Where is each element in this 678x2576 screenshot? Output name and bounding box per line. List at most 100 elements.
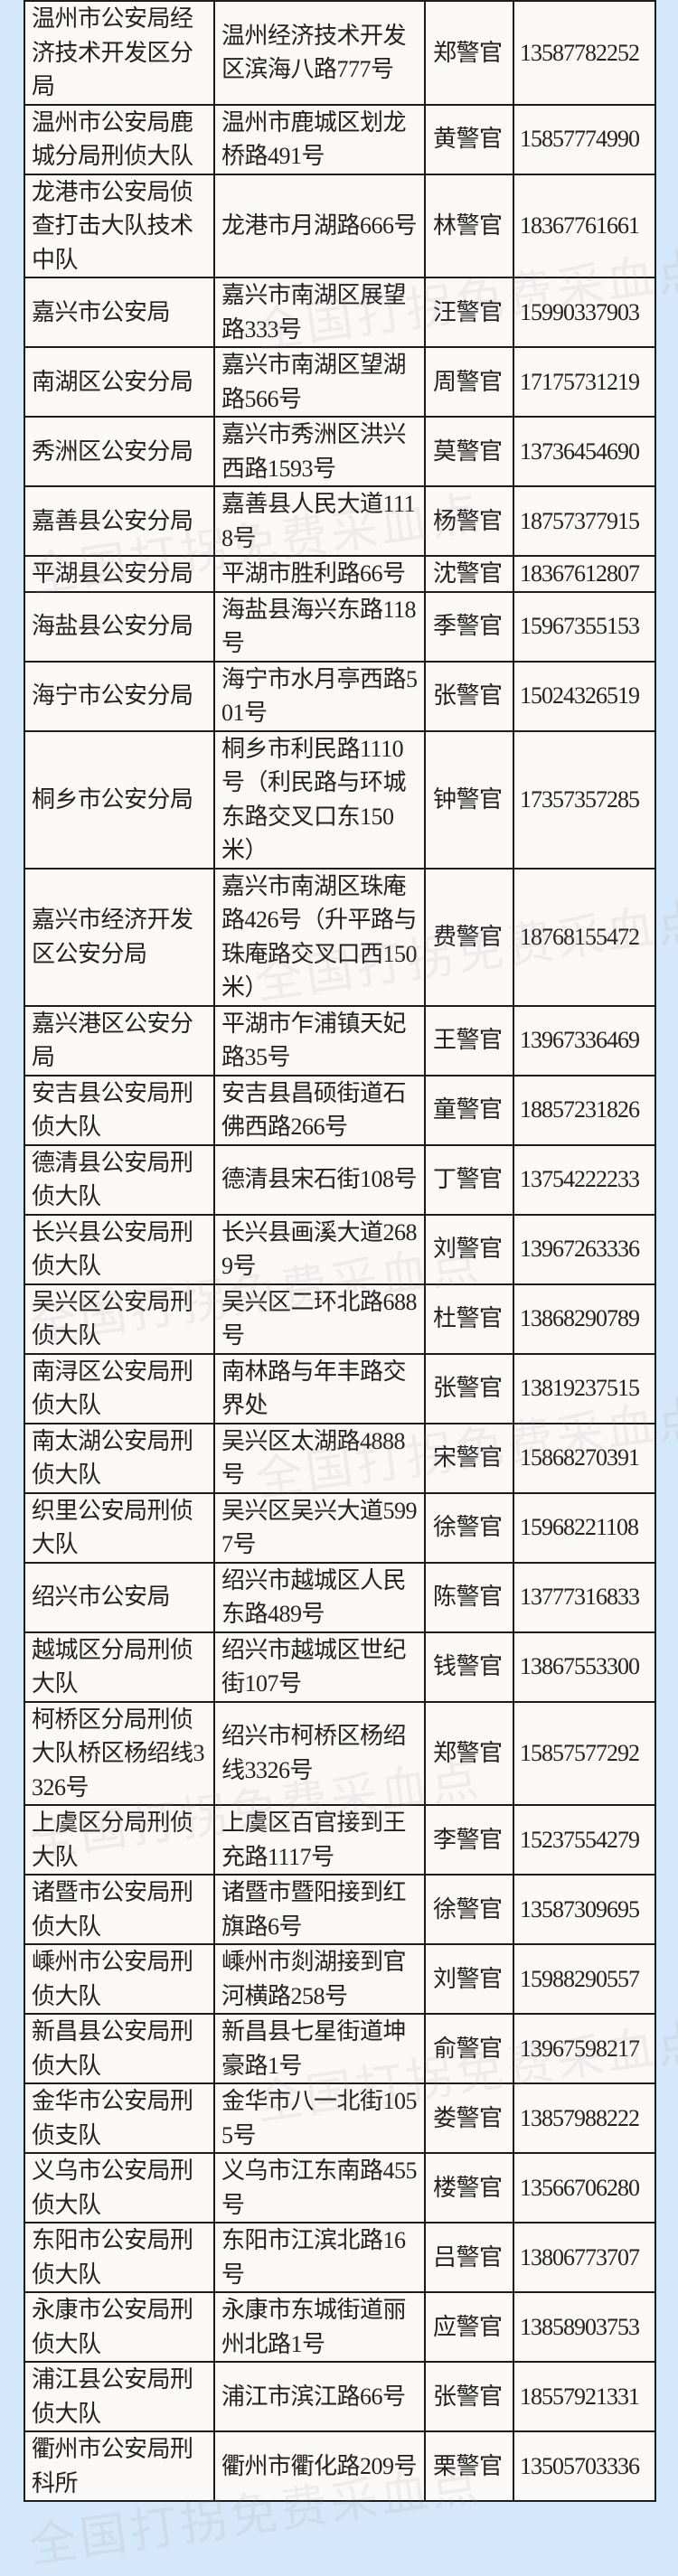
address-cell: 德清县宋石街108号 xyxy=(213,1143,426,1216)
unit-cell: 永康市公安局刑侦大队 xyxy=(24,2291,215,2363)
phone-cell[interactable]: 15237554279 xyxy=(513,1804,656,1876)
unit-cell: 绍兴市公安局 xyxy=(24,1561,215,1633)
phone-cell[interactable]: 15967355153 xyxy=(513,590,656,663)
phone-cell[interactable]: 18857231826 xyxy=(513,1074,656,1146)
table-row: 吴兴区公安局刑侦大队 吴兴区二环北路688号 杜警官 13868290789 xyxy=(24,1283,656,1355)
phone-cell[interactable]: 18757377915 xyxy=(513,485,656,557)
phone-cell[interactable]: 15857774990 xyxy=(513,103,656,175)
phone-cell[interactable]: 18367761661 xyxy=(513,173,656,278)
address-cell: 嘉善县人民大道1118号 xyxy=(213,485,426,557)
table-row: 越城区分局刑侦大队 绍兴市越城区世纪街107号 钱警官 13867553300 xyxy=(24,1631,656,1703)
phone-cell[interactable]: 15968221108 xyxy=(513,1491,656,1564)
officer-cell: 钟警官 xyxy=(424,729,514,870)
phone-cell[interactable]: 13754222233 xyxy=(513,1143,656,1216)
address-cell: 上虞区百官接到王充路1117号 xyxy=(213,1804,426,1876)
address-cell: 嘉兴市南湖区珠庵路426号（升平路与珠庵路交叉口西150米） xyxy=(213,867,426,1007)
phone-cell[interactable]: 15990337903 xyxy=(513,277,656,348)
address-cell: 嘉兴市南湖区望湖路566号 xyxy=(213,346,426,418)
officer-cell: 周警官 xyxy=(424,346,514,418)
unit-cell: 龙港市公安局侦查打击大队技术中队 xyxy=(24,173,215,278)
address-cell: 嵊州市剡湖接到官河横路258号 xyxy=(213,1943,426,2015)
phone-cell[interactable]: 17357357285 xyxy=(513,729,656,870)
officer-cell: 丁警官 xyxy=(424,1143,514,1216)
table-row: 安吉县公安局刑侦大队 安吉县昌硕街道石佛西路266号 童警官 18857231826 xyxy=(24,1074,656,1146)
officer-cell: 莫警官 xyxy=(424,416,514,487)
officer-cell: 刘警官 xyxy=(424,1943,514,2015)
table-row: 温州市公安局鹿城分局刑侦大队 温州市鹿城区划龙桥路491号 黄警官 158577749… xyxy=(24,103,656,175)
phone-cell[interactable]: 13857988222 xyxy=(513,2082,656,2154)
police-contact-table: 温州市公安局经济技术开发区分局 温州经济技术开发区滨海八路777号 郑警官 13587… xyxy=(24,0,656,2502)
unit-cell: 新昌县公安局刑侦大队 xyxy=(24,2013,215,2084)
table-row: 德清县公安局刑侦大队 德清县宋石街108号 丁警官 13754222233 xyxy=(24,1143,656,1216)
phone-cell[interactable]: 13505703336 xyxy=(513,2430,656,2502)
table-row: 平湖县公安分局 平湖市胜利路66号 沈警官 18367612807 xyxy=(24,555,656,593)
table-row: 长兴县公安局刑侦大队 长兴县画溪大道2689号 刘警官 13967263336 xyxy=(24,1213,656,1285)
phone-cell[interactable]: 13967598217 xyxy=(513,2013,656,2084)
officer-cell: 林警官 xyxy=(424,173,514,278)
unit-cell: 嵊州市公安局刑侦大队 xyxy=(24,1943,215,2015)
address-cell: 南林路与年丰路交界处 xyxy=(213,1352,426,1424)
officer-cell: 张警官 xyxy=(424,2361,514,2432)
officer-cell: 吕警官 xyxy=(424,2222,514,2293)
phone-cell[interactable]: 13587309695 xyxy=(513,1874,656,1945)
address-cell: 永康市东城街道丽州北路1号 xyxy=(213,2291,426,2363)
table-row: 温州市公安局经济技术开发区分局 温州经济技术开发区滨海八路777号 郑警官 13587… xyxy=(24,0,656,106)
unit-cell: 长兴县公安局刑侦大队 xyxy=(24,1213,215,1285)
unit-cell: 嘉兴港区公安分局 xyxy=(24,1004,215,1076)
phone-cell[interactable]: 15868270391 xyxy=(513,1422,656,1494)
unit-cell: 南太湖公安局刑侦大队 xyxy=(24,1422,215,1494)
table-row: 南湖区公安分局 嘉兴市南湖区望湖路566号 周警官 17175731219 xyxy=(24,346,656,418)
unit-cell: 桐乡市公安分局 xyxy=(24,729,215,870)
table-row: 义乌市公安局刑侦大队 义乌市江东南路455号 楼警官 13566706280 xyxy=(24,2152,656,2223)
table-row: 上虞区分局刑侦大队 上虞区百官接到王充路1117号 李警官 15237554279 xyxy=(24,1804,656,1876)
table-row: 衢州市公安局刑科所 衢州市衢化路209号 栗警官 13505703336 xyxy=(24,2430,656,2502)
officer-cell: 王警官 xyxy=(424,1004,514,1076)
phone-cell[interactable]: 15024326519 xyxy=(513,660,656,732)
address-cell: 龙港市月湖路666号 xyxy=(213,173,426,278)
phone-cell[interactable]: 13967263336 xyxy=(513,1213,656,1285)
phone-cell[interactable]: 17175731219 xyxy=(513,346,656,418)
phone-cell[interactable]: 15857577292 xyxy=(513,1700,656,1806)
unit-cell: 南湖区公安分局 xyxy=(24,346,215,418)
address-cell: 长兴县画溪大道2689号 xyxy=(213,1213,426,1285)
officer-cell: 栗警官 xyxy=(424,2430,514,2502)
officer-cell: 钱警官 xyxy=(424,1631,514,1703)
phone-cell[interactable]: 18768155472 xyxy=(513,867,656,1007)
address-cell: 吴兴区吴兴大道5997号 xyxy=(213,1491,426,1564)
phone-cell[interactable]: 18367612807 xyxy=(513,555,656,593)
officer-cell: 娄警官 xyxy=(424,2082,514,2154)
phone-cell[interactable]: 13736454690 xyxy=(513,416,656,487)
unit-cell: 越城区分局刑侦大队 xyxy=(24,1631,215,1703)
phone-cell[interactable]: 13587782252 xyxy=(513,0,656,106)
contact-table-container: 温州市公安局经济技术开发区分局 温州经济技术开发区滨海八路777号 郑警官 13587… xyxy=(24,0,656,2502)
unit-cell: 秀洲区公安分局 xyxy=(24,416,215,487)
address-cell: 义乌市江东南路455号 xyxy=(213,2152,426,2223)
table-row: 桐乡市公安分局 桐乡市利民路1110号（利民路与环城东路交叉口东150米） 钟警官 1… xyxy=(24,729,656,870)
phone-cell[interactable]: 13967336469 xyxy=(513,1004,656,1076)
unit-cell: 东阳市公安局刑侦大队 xyxy=(24,2222,215,2293)
table-row: 绍兴市公安局 绍兴市越城区人民东路489号 陈警官 13777316833 xyxy=(24,1561,656,1633)
phone-cell[interactable]: 13867553300 xyxy=(513,1631,656,1703)
unit-cell: 义乌市公安局刑侦大队 xyxy=(24,2152,215,2223)
unit-cell: 诸暨市公安局刑侦大队 xyxy=(24,1874,215,1945)
address-cell: 诸暨市暨阳接到红旗路6号 xyxy=(213,1874,426,1945)
phone-cell[interactable]: 13858903753 xyxy=(513,2291,656,2363)
unit-cell: 安吉县公安局刑侦大队 xyxy=(24,1074,215,1146)
phone-cell[interactable]: 13806773707 xyxy=(513,2222,656,2293)
address-cell: 平湖市胜利路66号 xyxy=(213,555,426,593)
phone-cell[interactable]: 18557921331 xyxy=(513,2361,656,2432)
phone-cell[interactable]: 13777316833 xyxy=(513,1561,656,1633)
officer-cell: 陈警官 xyxy=(424,1561,514,1633)
phone-cell[interactable]: 15988290557 xyxy=(513,1943,656,2015)
unit-cell: 温州市公安局经济技术开发区分局 xyxy=(24,0,215,106)
address-cell: 吴兴区太湖路4888号 xyxy=(213,1422,426,1494)
unit-cell: 衢州市公安局刑科所 xyxy=(24,2430,215,2502)
phone-cell[interactable]: 13819237515 xyxy=(513,1352,656,1424)
officer-cell: 杨警官 xyxy=(424,485,514,557)
phone-cell[interactable]: 13566706280 xyxy=(513,2152,656,2223)
phone-cell[interactable]: 13868290789 xyxy=(513,1283,656,1355)
unit-cell: 嘉善县公安分局 xyxy=(24,485,215,557)
unit-cell: 嘉兴市经济开发区公安分局 xyxy=(24,867,215,1007)
unit-cell: 金华市公安局刑侦支队 xyxy=(24,2082,215,2154)
unit-cell: 温州市公安局鹿城分局刑侦大队 xyxy=(24,103,215,175)
